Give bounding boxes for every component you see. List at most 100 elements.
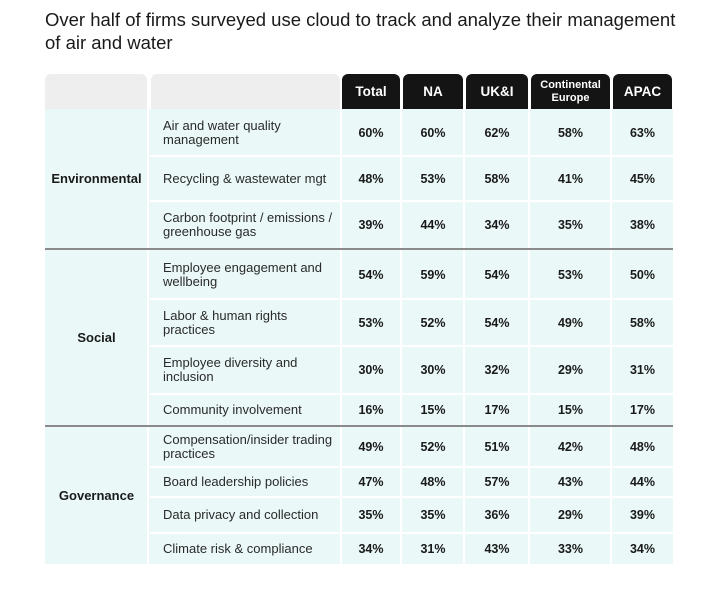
cell-continental-europe: 29% [557, 508, 584, 522]
cell-na: 60% [420, 125, 446, 140]
cell-apac: 44% [629, 475, 656, 489]
row-label: Community involvement [163, 401, 302, 417]
cell-continental-europe: 42% [557, 440, 584, 454]
column-divider [610, 427, 612, 564]
column-divider [610, 109, 612, 248]
cell-uk-i: 51% [484, 440, 510, 454]
column-divider [340, 109, 342, 248]
table-row: Board leadership policies 47% 48% 57% 43% 44% [45, 466, 673, 497]
column-divider [147, 427, 149, 564]
cell-uk-i: 54% [484, 267, 510, 282]
cell-na: 30% [420, 363, 446, 377]
row-divider [150, 466, 673, 468]
cell-total: 35% [358, 508, 384, 522]
table-row: Air and water quality management 60% 60% 62… [45, 109, 673, 156]
group-separator [45, 248, 673, 250]
cell-uk-i: 54% [484, 315, 510, 330]
header-blank-1 [45, 74, 147, 109]
cell-apac: 50% [629, 267, 656, 282]
cell-uk-i: 58% [484, 171, 510, 186]
cell-na: 53% [420, 171, 446, 186]
cell-na: 31% [420, 541, 446, 556]
group-governance: Governance Compensation/insider trading p… [45, 427, 673, 564]
group-label-governance: Governance [58, 488, 135, 503]
cell-na: 48% [420, 475, 446, 489]
cell-na: 15% [420, 402, 446, 417]
group-separator [45, 425, 673, 427]
cell-total: 53% [358, 315, 384, 330]
cell-continental-europe: 33% [557, 541, 584, 556]
cell-total: 49% [358, 440, 384, 454]
row-divider [150, 393, 673, 395]
cell-total: 47% [358, 475, 384, 489]
column-divider [400, 109, 402, 248]
cell-na: 52% [420, 440, 446, 454]
row-label: Climate risk & compliance [163, 540, 313, 556]
cell-apac: 48% [629, 440, 656, 454]
cell-continental-europe: 15% [557, 402, 584, 417]
column-divider [340, 250, 342, 425]
row-divider [150, 298, 673, 300]
cell-total: 30% [358, 363, 384, 377]
table-row: Climate risk & compliance 34% 31% 43% 33% 34% [45, 532, 673, 564]
row-divider [150, 345, 673, 347]
cell-uk-i: 17% [484, 402, 510, 417]
table-row: Employee diversity and inclusion 30% 30% 32… [45, 345, 673, 394]
header-blank-2 [151, 74, 340, 109]
cell-uk-i: 43% [484, 541, 510, 556]
table-row: Compensation/insider trading practices 49… [45, 427, 673, 467]
column-header-total: Total [342, 74, 400, 109]
cell-uk-i: 34% [484, 217, 510, 232]
row-label: Data privacy and collection [163, 507, 319, 522]
column-header-continental-europe: Continental Europe [531, 74, 610, 109]
column-divider [147, 250, 149, 425]
table-row: Data privacy and collection 35% 35% 36% 29% 3… [45, 496, 673, 533]
column-divider [463, 427, 465, 564]
row-label: Air and water quality management [163, 117, 281, 147]
chart-title: Over half of firms surveyed use cloud to… [45, 9, 676, 53]
cell-uk-i: 62% [484, 125, 510, 140]
cell-continental-europe: 29% [557, 363, 584, 377]
row-divider [150, 155, 673, 157]
data-table: Total NA UK&I Continental Europe APAC Enviro… [45, 72, 673, 564]
column-header-apac: APAC [613, 74, 672, 109]
row-label: Employee diversity and inclusion [163, 355, 298, 384]
row-label: Recycling & wastewater mgt [163, 170, 327, 186]
group-social: Social Employee engagement and wellbeing 5… [45, 250, 673, 425]
header-row: Total NA UK&I Continental Europe APAC [45, 72, 673, 109]
cell-continental-europe: 43% [557, 475, 584, 489]
cell-continental-europe: 41% [557, 171, 584, 186]
column-divider [610, 250, 612, 425]
column-header-uk-i: UK&I [466, 74, 528, 109]
cell-uk-i: 32% [484, 363, 510, 377]
cell-total: 39% [358, 217, 384, 232]
cell-apac: 39% [629, 508, 656, 522]
cell-apac: 31% [629, 363, 656, 377]
column-header-na: NA [403, 74, 463, 109]
column-divider [400, 427, 402, 564]
column-divider [463, 250, 465, 425]
cell-na: 35% [420, 508, 446, 522]
cell-continental-europe: 35% [557, 217, 584, 232]
column-divider [528, 427, 530, 564]
cell-total: 34% [358, 541, 384, 556]
table-row: Community involvement 16% 15% 17% 15% 17% [45, 393, 673, 425]
row-divider [150, 200, 673, 202]
cell-total: 54% [358, 267, 384, 282]
group-environmental: Environmental Air and water quality manag… [45, 109, 673, 248]
table-row: Carbon footprint / emissions / greenhous… [45, 200, 673, 248]
row-divider [150, 532, 673, 534]
cell-uk-i: 57% [484, 475, 510, 489]
row-divider [150, 496, 673, 498]
cell-apac: 63% [629, 125, 656, 140]
row-label: Employee engagement and wellbeing [163, 259, 323, 289]
cell-na: 52% [420, 315, 446, 330]
column-divider [340, 427, 342, 564]
cell-total: 48% [358, 171, 384, 186]
row-label: Board leadership policies [163, 474, 309, 489]
cell-apac: 17% [629, 402, 656, 417]
cell-continental-europe: 53% [557, 267, 584, 282]
cell-uk-i: 36% [484, 508, 510, 522]
cell-apac: 38% [629, 217, 656, 232]
row-label: Labor & human rights practices [163, 307, 288, 337]
